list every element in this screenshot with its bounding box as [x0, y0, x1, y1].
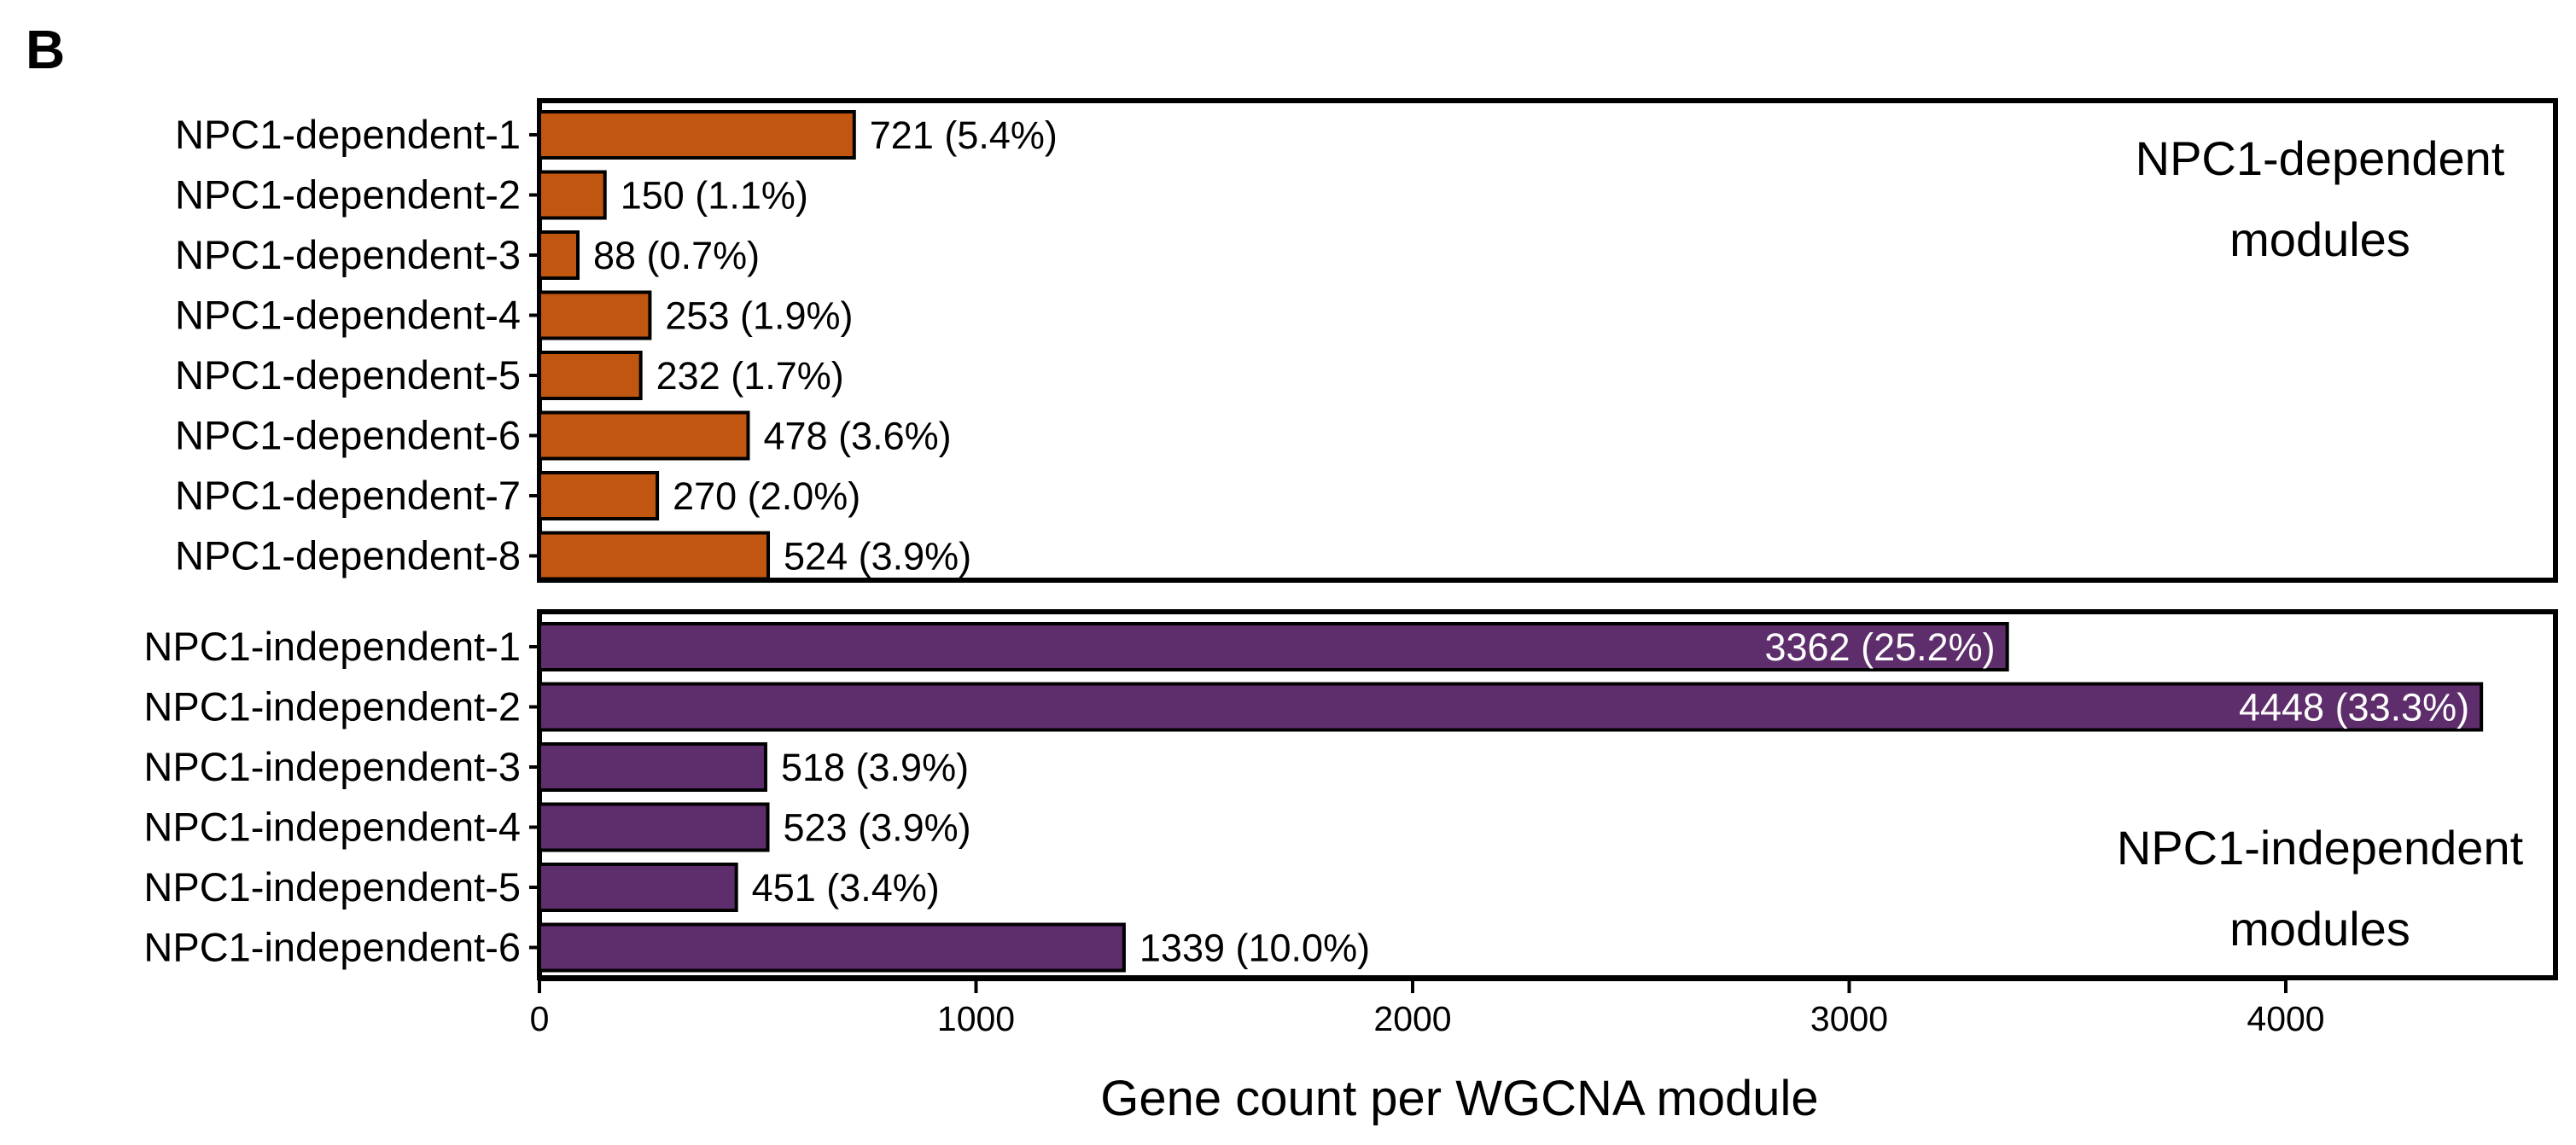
panel-npc1-dependent: 721 NPC1-dependent-1 721 (5.4%) 150 NPC1-dep…	[175, 98, 2558, 583]
data-label: 1339 (10.0%)	[1139, 927, 1370, 970]
bar: 451	[538, 863, 738, 912]
group-label-line: modules	[2229, 212, 2410, 266]
category-label: NPC1-independent-3	[143, 744, 521, 789]
category-label: NPC1-dependent-8	[175, 533, 521, 578]
data-label: 518 (3.9%)	[781, 746, 969, 789]
bar: 523	[538, 802, 770, 852]
category-label: NPC1-dependent-2	[175, 172, 521, 218]
data-label: 523 (3.9%)	[784, 806, 971, 850]
bar: 253	[538, 290, 652, 340]
data-label: 451 (3.4%)	[752, 866, 940, 910]
panel-frame	[537, 98, 2558, 583]
category-label: NPC1-dependent-4	[175, 293, 521, 338]
x-tick-label: 2000	[1373, 999, 1451, 1038]
category-label: NPC1-dependent-3	[175, 232, 521, 277]
category-label: NPC1-independent-2	[143, 684, 521, 729]
category-label: NPC1-dependent-1	[175, 112, 521, 157]
bar: 721	[538, 110, 856, 160]
data-label: 270 (2.0%)	[673, 474, 860, 518]
bar: 4448	[538, 682, 2484, 732]
category-label: NPC1-independent-6	[143, 925, 521, 970]
panel-label: B	[26, 19, 65, 80]
bar: 88	[538, 230, 580, 280]
bar: 478	[538, 410, 750, 461]
category-label: NPC1-dependent-5	[175, 352, 521, 398]
group-label-line: NPC1-dependent	[2136, 131, 2505, 185]
bar: 518	[538, 742, 767, 792]
x-tick-label: 4000	[2247, 999, 2324, 1038]
data-label: 478 (3.6%)	[763, 415, 951, 458]
data-label: 3362 (25.2%)	[1764, 625, 1995, 669]
data-label: 524 (3.9%)	[784, 535, 971, 578]
group-label-line: NPC1-independent	[2117, 821, 2524, 875]
bar: 270	[538, 471, 660, 520]
bar: 524	[538, 531, 771, 581]
category-label: NPC1-independent-5	[143, 864, 521, 910]
x-tick-label: 3000	[1810, 999, 1888, 1038]
category-label: NPC1-independent-1	[143, 624, 521, 669]
category-label: NPC1-dependent-6	[175, 413, 521, 458]
bar: 1339	[538, 922, 1126, 973]
category-label: NPC1-independent-4	[143, 805, 521, 850]
data-label: 88 (0.7%)	[593, 234, 760, 277]
x-axis: 0 1000 2000 3000 4000 Gene count per WGCNA mo…	[530, 978, 2325, 1126]
data-label: 232 (1.7%)	[656, 354, 844, 398]
chart-panels: 721 NPC1-dependent-1 721 (5.4%) 150 NPC1-dep…	[143, 98, 2558, 980]
bar: 150	[538, 170, 607, 220]
data-label: 150 (1.1%)	[621, 174, 808, 218]
bar: 232	[538, 351, 643, 400]
category-label: NPC1-dependent-7	[175, 473, 521, 518]
group-label-line: modules	[2229, 902, 2410, 956]
x-tick-label: 0	[530, 999, 550, 1038]
data-label: 721 (5.4%)	[870, 113, 1058, 157]
x-tick-label: 1000	[937, 999, 1015, 1038]
data-label: 253 (1.9%)	[665, 294, 853, 338]
data-label: 4448 (33.3%)	[2239, 686, 2469, 729]
x-axis-title: Gene count per WGCNA module	[1100, 1071, 1818, 1126]
